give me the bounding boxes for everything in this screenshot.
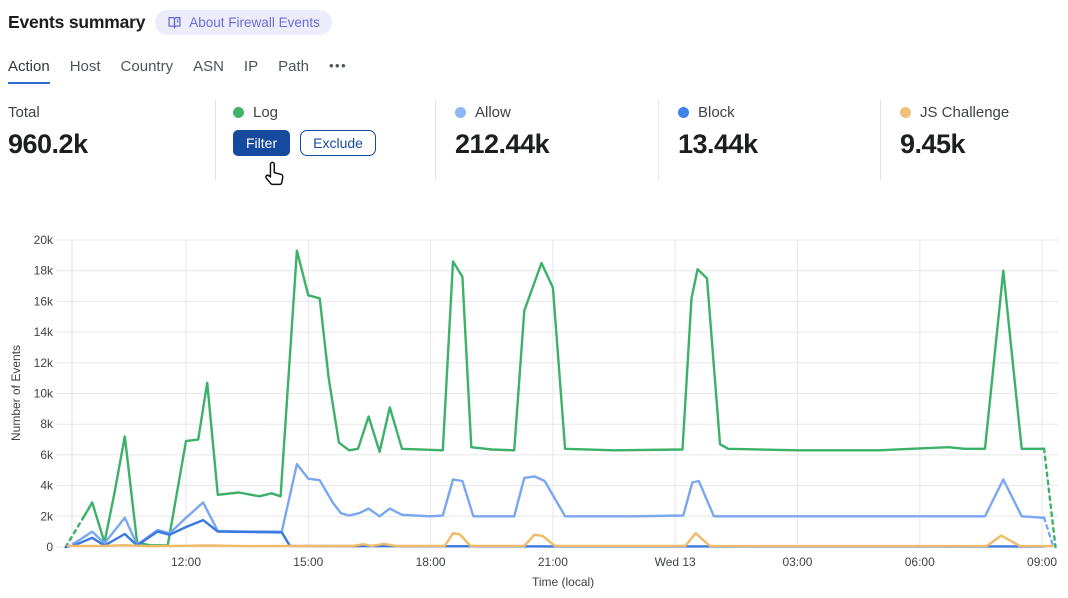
stats-row: Total 960.2k Log Filter Exclude Allow 212.44k B…: [0, 98, 1068, 186]
series-line-log: [82, 249, 1046, 547]
stat-label: Log: [253, 104, 279, 121]
x-tick-label: 21:00: [538, 555, 568, 569]
x-tick-label: 03:00: [782, 555, 812, 569]
y-axis-label: Number of Events: [9, 345, 23, 441]
tab-asn[interactable]: ASN: [193, 58, 224, 75]
stat-value: 13.44k: [678, 129, 758, 159]
series-line-allow-dashed: [1042, 516, 1055, 549]
x-tick-label: 09:00: [1027, 555, 1057, 569]
series-line-log-dashed: [64, 515, 86, 549]
tab-ip[interactable]: IP: [243, 58, 259, 75]
badge-label: About Firewall Events: [189, 15, 320, 30]
series-line-block: [74, 518, 1046, 548]
exclude-button[interactable]: Exclude: [300, 130, 376, 156]
y-tick-label: 12k: [34, 356, 54, 370]
legend-dot-icon: [900, 107, 911, 118]
x-tick-label: 15:00: [293, 555, 323, 569]
stat-card-allow: Allow 212.44k: [455, 104, 550, 160]
y-tick-label: 20k: [34, 233, 54, 247]
about-firewall-events-badge[interactable]: About Firewall Events: [155, 10, 332, 35]
tab-action[interactable]: Action: [8, 58, 50, 84]
stat-divider: [658, 100, 659, 180]
y-tick-label: 10k: [34, 387, 54, 401]
y-tick-label: 6k: [40, 448, 54, 462]
legend-dot-icon: [455, 107, 466, 118]
series-line-log-dashed: [1042, 447, 1057, 549]
x-tick-label: 18:00: [416, 555, 446, 569]
book-icon: [167, 15, 182, 30]
y-tick-label: 2k: [40, 509, 54, 523]
x-tick-label: Wed 13: [655, 555, 696, 569]
page-title: Events summary: [8, 12, 146, 32]
x-axis-label: Time (local): [532, 575, 594, 589]
stat-label: Total: [8, 104, 40, 121]
stat-divider: [215, 100, 216, 180]
y-tick-label: 14k: [34, 325, 54, 339]
x-tick-label: 12:00: [171, 555, 201, 569]
tab-more[interactable]: •••: [328, 58, 348, 73]
stat-card-block: Block 13.44k: [678, 104, 758, 160]
series-line-js-challenge: [66, 532, 1054, 548]
series-line-allow: [74, 462, 1046, 546]
y-tick-label: 4k: [40, 479, 54, 493]
stat-value: 9.45k: [900, 129, 966, 159]
stat-card-log: Log Filter Exclude: [233, 104, 376, 156]
y-tick-label: 18k: [34, 264, 54, 278]
stat-value: 212.44k: [455, 129, 550, 159]
y-tick-label: 16k: [34, 294, 54, 308]
stat-label: Allow: [475, 104, 511, 121]
legend-dot-icon: [233, 107, 244, 118]
filter-button[interactable]: Filter: [233, 130, 291, 156]
header: Events summary About Firewall Events: [8, 10, 332, 35]
stat-actions: Filter Exclude: [233, 130, 376, 156]
events-chart[interactable]: 0 2k 4k 6k 8k 10k 12k 14k 16k 18k 20k 12:00 15:00 18:…: [0, 228, 1068, 598]
stat-divider: [880, 100, 881, 180]
x-tick-label: 06:00: [905, 555, 935, 569]
y-tick-label: 0: [46, 540, 53, 554]
y-tick-label: 8k: [40, 417, 54, 431]
stat-label: JS Challenge: [920, 104, 1010, 121]
facet-tabs: Action Host Country ASN IP Path •••: [8, 58, 347, 84]
tab-path[interactable]: Path: [278, 58, 309, 75]
stat-value: 960.2k: [8, 129, 88, 159]
stat-card-js-challenge: JS Challenge 9.45k: [900, 104, 1009, 160]
legend-dot-icon: [678, 107, 689, 118]
stat-label: Block: [698, 104, 735, 121]
tab-host[interactable]: Host: [69, 58, 101, 75]
tab-country[interactable]: Country: [120, 58, 174, 75]
stat-card-total: Total 960.2k: [8, 104, 88, 160]
stat-divider: [435, 100, 436, 180]
